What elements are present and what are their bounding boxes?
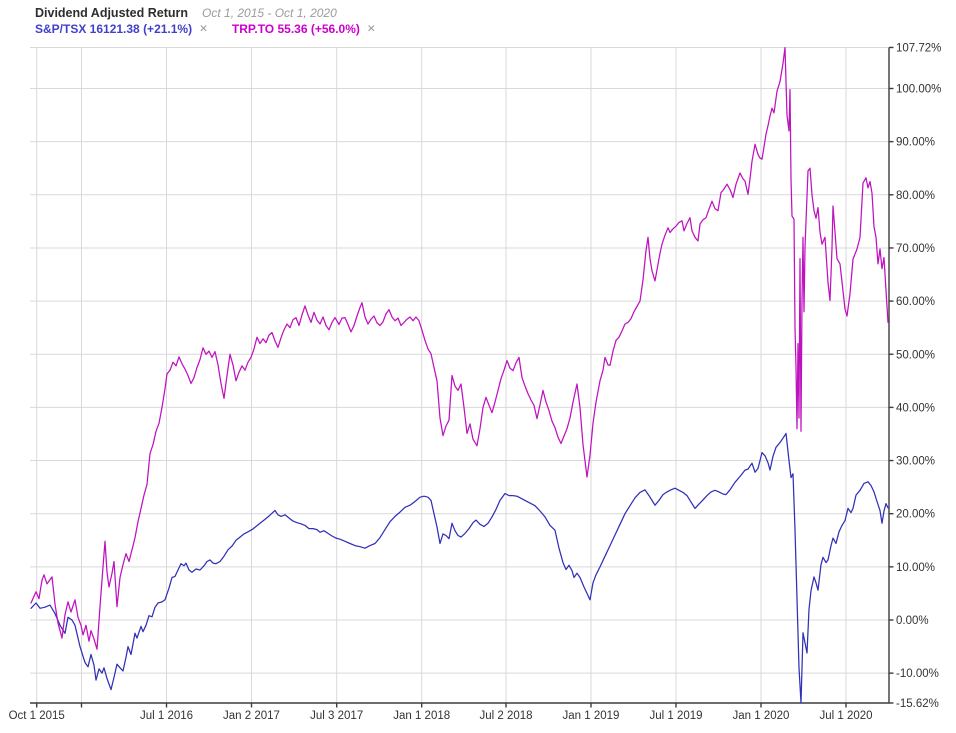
x-axis-label: Oct 1 2015 <box>9 710 65 722</box>
legend-item-sp-tsx[interactable]: S&P/TSX 16121.38 (+21.1%) ✕ <box>35 22 208 36</box>
remove-sp-tsx-icon[interactable]: ✕ <box>199 23 208 35</box>
x-axis-label: Jul 1 2019 <box>649 710 702 722</box>
y-axis-label: 0.00% <box>896 615 929 627</box>
series-line-s-p-tsx[interactable] <box>30 432 889 704</box>
y-axis-label: -10.00% <box>896 668 939 680</box>
y-axis-label: 70.00% <box>896 243 935 255</box>
remove-trp-icon[interactable]: ✕ <box>366 23 376 35</box>
legend-item-trp[interactable]: TRP.TO 55.36 (+56.0%) ✕ <box>232 22 376 36</box>
legend-label-trp[interactable]: TRP.TO 55.36 (+56.0%) <box>231 22 360 36</box>
y-axis-label: 30.00% <box>896 456 935 468</box>
legend-label-sp-tsx[interactable]: S&P/TSX 16121.38 (+21.1%) <box>35 22 193 36</box>
y-axis-label: 80.00% <box>896 190 935 202</box>
y-axis-label: 50.00% <box>896 349 935 361</box>
x-axis-label: Jul 3 2017 <box>310 710 363 722</box>
y-axis-label: 40.00% <box>896 402 935 414</box>
y-axis-label: 20.00% <box>896 509 935 521</box>
x-axis-label: Jan 2 2017 <box>223 710 280 722</box>
x-axis-label: Jan 1 2020 <box>733 710 790 722</box>
y-axis-label: 10.00% <box>896 562 935 574</box>
y-axis-label: 100.00% <box>896 84 941 96</box>
x-axis-label: Jul 2 2018 <box>479 710 532 722</box>
y-axis-label: 90.00% <box>896 137 935 149</box>
x-axis-label: Jan 1 2019 <box>563 710 620 722</box>
y-axis-label: -15.62% <box>896 698 939 710</box>
x-axis-label: Jul 1 2020 <box>819 710 872 722</box>
chart-legend: S&P/TSX 16121.38 (+21.1%) ✕ TRP.TO 55.36 … <box>35 22 376 36</box>
y-axis-label: 107.72% <box>896 42 941 54</box>
x-axis-label: Jan 1 2018 <box>393 710 450 722</box>
chart-date-range: Oct 1, 2015 - Oct 1, 2020 <box>202 6 337 20</box>
y-axis-label: 60.00% <box>896 296 935 308</box>
x-axis-label: Jul 1 2016 <box>140 710 193 722</box>
chart-title: Dividend Adjusted Return <box>35 6 189 20</box>
chart-header: Dividend Adjusted Return Oct 1, 2015 - Oc… <box>35 4 337 22</box>
series-line-trp-to[interactable] <box>30 46 889 650</box>
